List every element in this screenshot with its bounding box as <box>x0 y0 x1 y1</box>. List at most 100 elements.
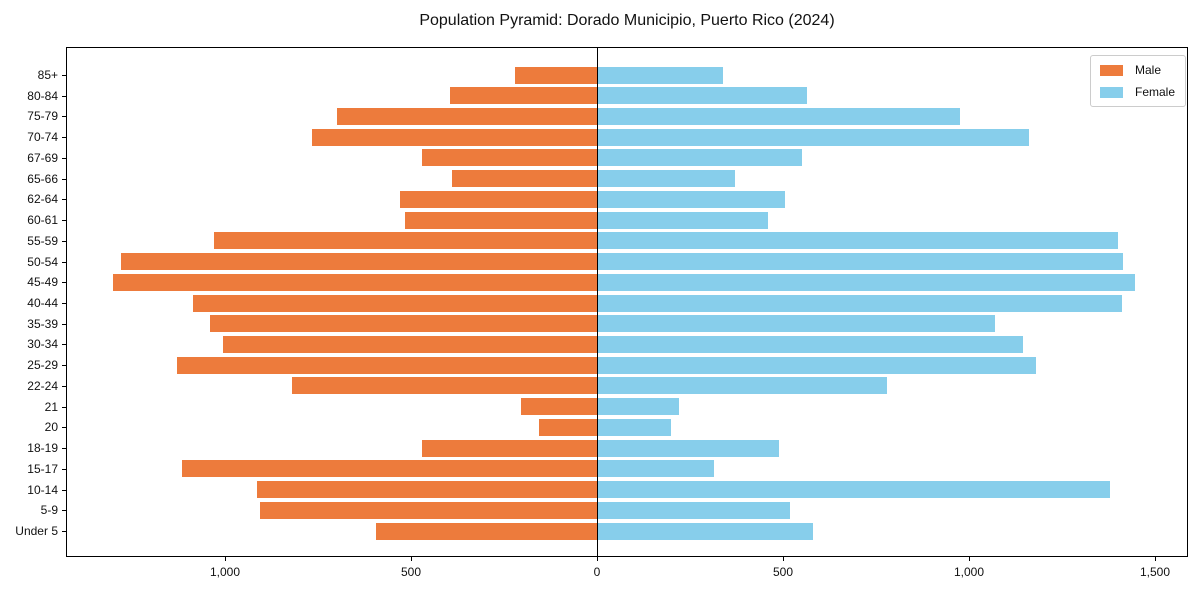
x-tick-mark <box>783 557 784 561</box>
y-tick-mark <box>62 406 66 408</box>
bar-female <box>597 418 672 436</box>
bar-male <box>256 481 597 499</box>
bar-male <box>223 335 597 353</box>
y-tick-label: 18-19 <box>27 441 58 456</box>
bar-male <box>451 170 597 188</box>
bar-male <box>515 66 597 84</box>
y-tick-label: 55-59 <box>27 233 58 248</box>
bar-male <box>336 107 597 125</box>
bar-female <box>597 273 1135 291</box>
bar-male <box>213 232 597 250</box>
bar-male <box>405 211 597 229</box>
y-tick-label: 22-24 <box>27 378 58 393</box>
bar-female <box>597 170 735 188</box>
y-tick-label: 20 <box>44 420 58 435</box>
bar-female <box>597 398 679 416</box>
y-tick-label: 50-54 <box>27 254 58 269</box>
y-tick-mark <box>62 510 66 512</box>
bar-female <box>597 232 1118 250</box>
bar-male <box>176 356 597 374</box>
y-tick-label: 30-34 <box>27 337 58 352</box>
y-tick-label: 70-74 <box>27 130 58 145</box>
y-tick-label: 40-44 <box>27 296 58 311</box>
y-tick-mark <box>62 323 66 325</box>
bar-male <box>210 315 597 333</box>
y-tick-label: Under 5 <box>15 524 58 539</box>
bar-female <box>597 481 1111 499</box>
chart-title: Population Pyramid: Dorado Municipio, Pu… <box>419 12 835 29</box>
y-tick-mark <box>62 137 66 139</box>
bar-female <box>597 377 888 395</box>
y-tick-mark <box>62 531 66 533</box>
female-swatch-icon <box>1100 86 1123 98</box>
bar-male <box>113 273 597 291</box>
y-tick-mark <box>62 385 66 387</box>
legend-item-male: Male <box>1100 63 1175 77</box>
y-tick-label: 35-39 <box>27 316 58 331</box>
x-tick-mark <box>969 557 970 561</box>
y-tick-label: 85+ <box>37 68 58 82</box>
y-tick-label: 15-17 <box>27 461 58 476</box>
bar-female <box>597 335 1023 353</box>
bar-female <box>597 439 780 457</box>
bar-male <box>422 439 597 457</box>
y-tick-mark <box>62 157 66 159</box>
y-tick-label: 62-64 <box>27 192 58 207</box>
bar-male <box>120 253 597 271</box>
bar-male <box>539 418 597 436</box>
legend: Male Female <box>1090 55 1187 107</box>
bar-female <box>597 190 785 208</box>
y-tick-label: 65-66 <box>27 171 58 186</box>
y-tick-mark <box>62 178 66 180</box>
legend-female-label: Female <box>1135 85 1176 99</box>
y-tick-mark <box>62 75 66 76</box>
x-tick-mark <box>225 557 226 561</box>
legend-male-label: Male <box>1135 63 1162 77</box>
bar-female <box>597 107 960 125</box>
y-tick-mark <box>62 282 66 284</box>
x-tick-label: 500 <box>772 565 794 579</box>
legend-item-female: Female <box>1100 85 1175 99</box>
bar-female <box>597 460 715 478</box>
x-tick-label: 500 <box>400 565 422 579</box>
bar-female <box>597 66 724 84</box>
y-tick-mark <box>62 489 66 491</box>
bar-male <box>520 398 597 416</box>
bar-female <box>597 522 813 540</box>
bar-male <box>450 87 597 105</box>
bar-female <box>597 501 791 519</box>
bar-male <box>193 294 597 312</box>
bar-male <box>182 460 597 478</box>
y-tick-label: 21 <box>44 399 58 414</box>
bar-female <box>597 315 996 333</box>
x-tick-mark <box>597 557 598 561</box>
bar-male <box>291 377 597 395</box>
y-tick-mark <box>62 427 66 429</box>
y-tick-label: 80-84 <box>27 88 58 103</box>
y-tick-mark <box>62 240 66 242</box>
y-tick-mark <box>62 95 66 97</box>
bar-female <box>597 128 1029 146</box>
bar-female <box>597 211 769 229</box>
y-tick-label: 45-49 <box>27 275 58 290</box>
x-tick-label: 1,000 <box>209 565 241 579</box>
bar-male <box>260 501 597 519</box>
x-tick-label: 1,000 <box>953 565 985 579</box>
bar-female <box>597 294 1122 312</box>
zero-axis-line <box>597 47 598 557</box>
bar-female <box>597 87 808 105</box>
y-tick-label: 5-9 <box>40 503 58 518</box>
bar-female <box>597 356 1036 374</box>
y-tick-mark <box>62 344 66 346</box>
y-tick-label: 25-29 <box>27 358 58 373</box>
y-tick-mark <box>62 116 66 118</box>
y-tick-label: 60-61 <box>27 213 58 228</box>
bar-male <box>399 190 597 208</box>
y-tick-mark <box>62 303 66 305</box>
y-tick-label: 67-69 <box>27 150 58 165</box>
y-tick-mark <box>62 220 66 222</box>
y-tick-mark <box>62 261 66 263</box>
male-swatch-icon <box>1100 64 1123 76</box>
bar-male <box>375 522 597 540</box>
